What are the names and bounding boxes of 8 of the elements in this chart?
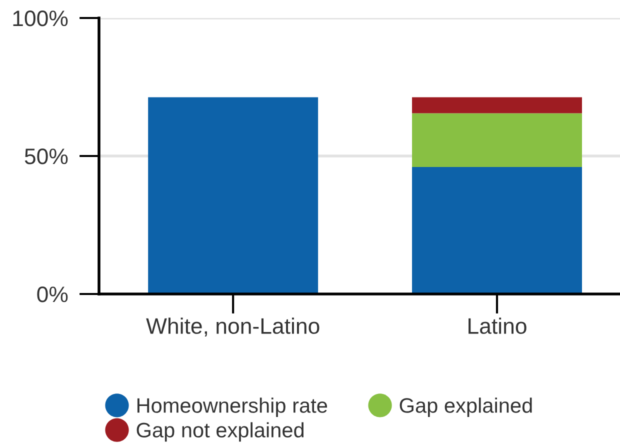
x-tick-label: Latino (468, 318, 526, 334)
y-tick-label: 50% (24, 148, 68, 164)
x-tick-label: White, non-Latino (146, 318, 320, 337)
y-tick-label: 0% (37, 286, 68, 302)
legend-label: Homeownership rate (137, 398, 328, 418)
y-tick-label: 100% (13, 10, 68, 26)
legend-label: Gap not explained (136, 422, 304, 442)
legend-label: Gap explained (400, 398, 532, 418)
